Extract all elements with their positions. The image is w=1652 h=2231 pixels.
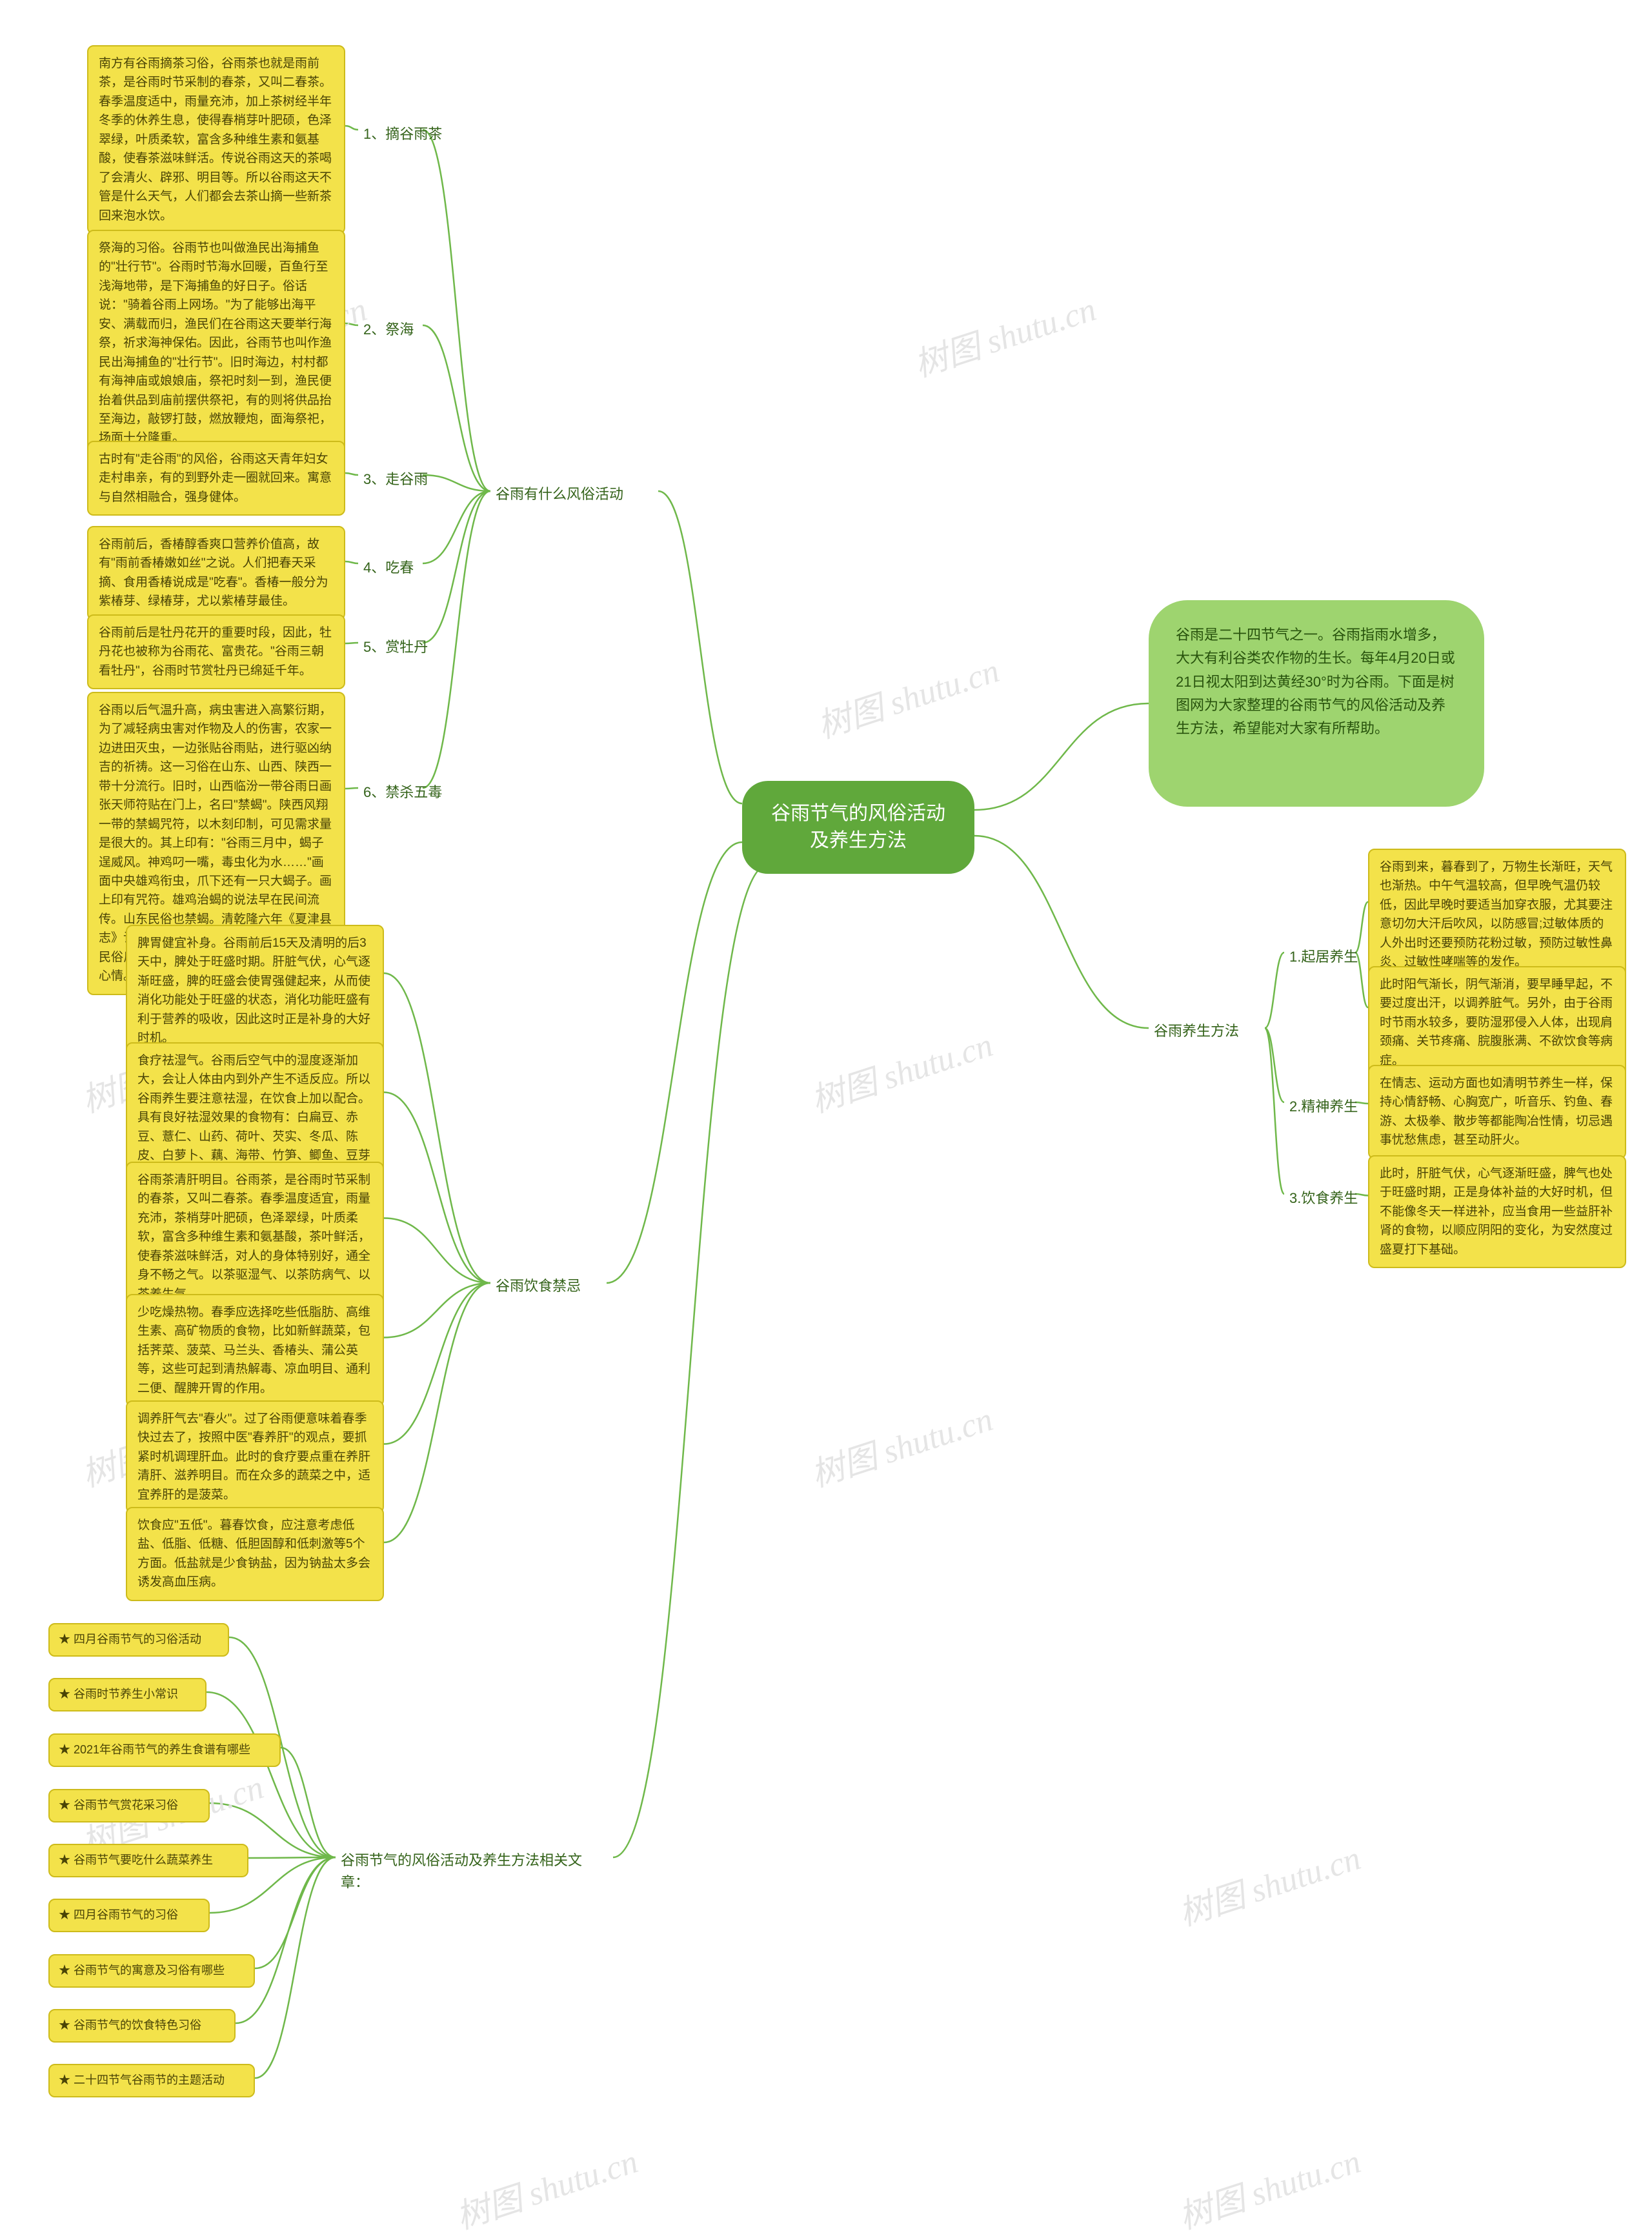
diet-leaf-5: 饮食应"五低"。暮春饮食，应注意考虑低盐、低脂、低糖、低胆固醇和低刺激等5个方面…	[126, 1507, 384, 1601]
diet-leaf-3: 少吃燥热物。春季应选择吃些低脂肪、高维生素、高矿物质的食物，比如新鲜蔬菜，包括荠…	[126, 1294, 384, 1407]
watermark: 树图 shutu.cn	[907, 282, 1102, 386]
watermark: 树图 shutu.cn	[1172, 1831, 1366, 1935]
related-leaf-0: ★ 四月谷雨节气的习俗活动	[48, 1623, 229, 1657]
health-leaf-1: 此时阳气渐长，阴气渐消，要早睡早起，不要过度出汗，以调养脏气。另外，由于谷雨时节…	[1368, 966, 1626, 1079]
customs-sub-4: 5、赏牡丹	[358, 632, 433, 662]
watermark: 树图 shutu.cn	[804, 1018, 998, 1122]
customs-leaf-1: 祭海的习俗。谷雨节也叫做渔民出海捕鱼的"壮行节"。谷雨时节海水回暖，百鱼行至浅海…	[87, 230, 345, 457]
watermark: 树图 shutu.cn	[804, 1392, 998, 1496]
watermark: 树图 shutu.cn	[811, 643, 1005, 747]
related-leaf-7: ★ 谷雨节气的饮食特色习俗	[48, 2009, 236, 2043]
health-sub-3: 3.饮食养生	[1284, 1184, 1363, 1213]
branch-customs: 谷雨有什么风俗活动	[490, 480, 658, 509]
intro-node: 谷雨是二十四节气之一。谷雨指雨水增多，大大有利谷类农作物的生长。每年4月20日或…	[1149, 600, 1484, 807]
customs-leaf-2: 古时有"走谷雨"的风俗，谷雨这天青年妇女走村串亲，有的到野外走一圈就回来。寓意与…	[87, 441, 345, 516]
health-leaf-3: 此时，肝脏气伏，心气逐渐旺盛，脾气也处于旺盛时期，正是身体补益的大好时机，但不能…	[1368, 1155, 1626, 1268]
health-sub-2: 2.精神养生	[1284, 1092, 1363, 1122]
watermark: 树图 shutu.cn	[1172, 2134, 1366, 2231]
diet-leaf-0: 脾胃健宜补身。谷雨前后15天及清明的后3天中，脾处于旺盛时期。肝脏气伏，心气逐渐…	[126, 925, 384, 1057]
branch-health: 谷雨养生方法	[1149, 1016, 1265, 1046]
customs-leaf-0: 南方有谷雨摘茶习俗，谷雨茶也就是雨前茶，是谷雨时节采制的春茶，又叫二春茶。春季温…	[87, 45, 345, 234]
health-sub-0: 1.起居养生	[1284, 942, 1363, 972]
watermark: 树图 shutu.cn	[449, 2134, 643, 2231]
customs-leaf-3: 谷雨前后，香椿醇香爽口营养价值高，故有"雨前香椿嫩如丝"之说。人们把春天采摘、食…	[87, 526, 345, 620]
customs-sub-1: 2、祭海	[358, 315, 419, 345]
related-leaf-8: ★ 二十四节气谷雨节的主题活动	[48, 2064, 255, 2097]
health-leaf-2: 在情志、运动方面也如清明节养生一样，保持心情舒畅、心胸宽广，听音乐、钓鱼、春游、…	[1368, 1065, 1626, 1159]
related-leaf-6: ★ 谷雨节气的寓意及习俗有哪些	[48, 1954, 255, 1988]
diet-leaf-2: 谷雨茶清肝明目。谷雨茶，是谷雨时节采制的春茶，又叫二春茶。春季温度适宜，雨量充沛…	[126, 1162, 384, 1313]
branch-related: 谷雨节气的风俗活动及养生方法相关文章：	[336, 1846, 613, 1897]
related-leaf-1: ★ 谷雨时节养生小常识	[48, 1678, 206, 1711]
branch-diet: 谷雨饮食禁忌	[490, 1271, 607, 1301]
health-leaf-0: 谷雨到来，暮春到了，万物生长渐旺，天气也渐热。中午气温较高，但早晚气温仍较低，因…	[1368, 849, 1626, 981]
customs-sub-3: 4、吃春	[358, 553, 419, 583]
diet-leaf-4: 调养肝气去"春火"。过了谷雨便意味着春季快过去了，按照中医"春养肝"的观点，要抓…	[126, 1400, 384, 1513]
related-leaf-3: ★ 谷雨节气赏花采习俗	[48, 1789, 210, 1822]
customs-sub-2: 3、走谷雨	[358, 465, 433, 494]
related-leaf-2: ★ 2021年谷雨节气的养生食谱有哪些	[48, 1733, 281, 1767]
customs-sub-5: 6、禁杀五毒	[358, 778, 447, 807]
customs-leaf-4: 谷雨前后是牡丹花开的重要时段，因此，牡丹花也被称为谷雨花、富贵花。"谷雨三朝看牡…	[87, 614, 345, 689]
root-node: 谷雨节气的风俗活动及养生方法	[742, 781, 974, 874]
customs-sub-0: 1、摘谷雨茶	[358, 119, 447, 149]
related-leaf-4: ★ 谷雨节气要吃什么蔬菜养生	[48, 1844, 248, 1877]
related-leaf-5: ★ 四月谷雨节气的习俗	[48, 1899, 210, 1932]
